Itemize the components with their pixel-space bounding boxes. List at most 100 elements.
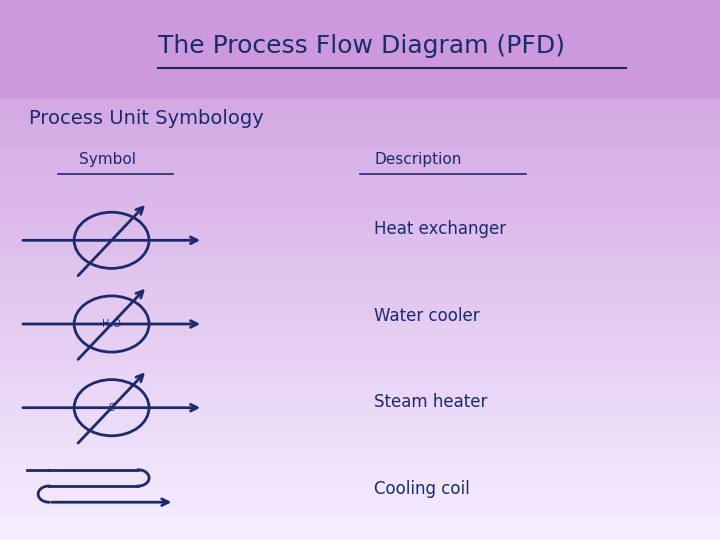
Bar (0, 394, 720, 400)
Bar (0, 189, 720, 194)
Text: Heat exchanger: Heat exchanger (374, 220, 507, 239)
Bar (0, 454, 720, 459)
Bar (0, 308, 720, 313)
Bar (0, 329, 720, 335)
Bar (0, 481, 720, 486)
Bar (0, 27, 720, 32)
Bar (0, 367, 720, 373)
Bar (0, 178, 720, 184)
Bar (0, 475, 720, 481)
Bar (0, 346, 720, 351)
Bar (0, 513, 720, 518)
Bar (0, 518, 720, 524)
Bar (0, 162, 720, 167)
Bar (0, 97, 720, 103)
Bar (0, 113, 720, 119)
Bar (0, 437, 720, 443)
Bar (0, 65, 720, 70)
Bar (0, 32, 720, 38)
Bar (0, 259, 720, 265)
Bar (0, 389, 720, 394)
Bar (0, 275, 720, 281)
Bar (0, 211, 720, 216)
Bar (0, 43, 720, 49)
Bar (0, 443, 720, 448)
Bar (0, 362, 720, 367)
Bar (0, 135, 720, 140)
Bar (0, 194, 720, 200)
Bar (0, 448, 720, 454)
Bar (0, 421, 720, 427)
Bar (0, 335, 720, 340)
Bar (0, 238, 720, 243)
Bar (0, 70, 720, 76)
Bar (0, 254, 720, 259)
Bar (0, 103, 720, 108)
Bar (0, 405, 720, 410)
Bar (0, 108, 720, 113)
Bar (0, 281, 720, 286)
Bar (0, 270, 720, 275)
Bar (0, 22, 720, 27)
Bar (0, 38, 720, 43)
Bar (0, 373, 720, 378)
Bar (0, 92, 720, 97)
Bar (0, 378, 720, 383)
Bar (0, 265, 720, 270)
Text: The Process Flow Diagram (PFD): The Process Flow Diagram (PFD) (158, 34, 565, 58)
Bar (0, 302, 720, 308)
Bar (0, 524, 720, 529)
Bar (0, 173, 720, 178)
Bar (0, 5, 720, 11)
Text: Steam heater: Steam heater (374, 393, 487, 411)
Bar (0, 184, 720, 189)
Bar (0, 491, 720, 497)
Bar (0, 216, 720, 221)
Bar (0, 400, 720, 405)
Bar (0, 124, 720, 130)
Text: H₂O: H₂O (102, 319, 121, 329)
Bar (0, 535, 720, 540)
Bar (0, 59, 720, 65)
Bar (0, 486, 720, 491)
Bar (0, 86, 720, 92)
Bar (0, 146, 720, 151)
Bar (0, 243, 720, 248)
Bar (0, 319, 720, 324)
Bar (0, 0, 720, 97)
Bar (0, 167, 720, 173)
Bar (0, 286, 720, 292)
Text: Description: Description (374, 152, 462, 167)
Bar (0, 221, 720, 227)
Bar (0, 49, 720, 54)
Bar (0, 157, 720, 162)
Bar (0, 427, 720, 432)
Bar (0, 410, 720, 416)
Bar (0, 119, 720, 124)
Bar (0, 292, 720, 297)
Bar (0, 151, 720, 157)
Bar (0, 470, 720, 475)
Text: Process Unit Symbology: Process Unit Symbology (29, 109, 264, 129)
Bar (0, 248, 720, 254)
Bar (0, 351, 720, 356)
Text: S: S (109, 403, 114, 413)
Bar (0, 508, 720, 513)
Bar (0, 340, 720, 346)
Bar (0, 130, 720, 135)
Bar (0, 313, 720, 319)
Text: Cooling coil: Cooling coil (374, 480, 470, 498)
Bar (0, 502, 720, 508)
Bar (0, 324, 720, 329)
Bar (0, 54, 720, 59)
Bar (0, 11, 720, 16)
Bar (0, 227, 720, 232)
Bar (0, 81, 720, 86)
Bar (0, 529, 720, 535)
Bar (0, 76, 720, 81)
Text: Water cooler: Water cooler (374, 307, 480, 325)
Bar (0, 140, 720, 146)
Bar (0, 416, 720, 421)
Bar (0, 297, 720, 302)
Bar (0, 459, 720, 464)
